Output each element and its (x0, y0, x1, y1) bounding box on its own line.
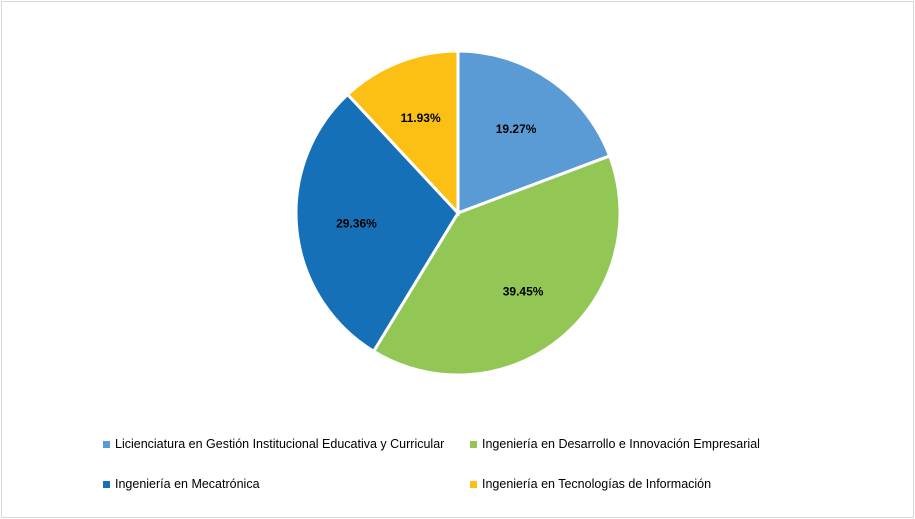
data-label: 29.36% (336, 216, 377, 230)
pie-slice (456, 49, 612, 216)
data-label: 39.45% (503, 285, 544, 299)
data-label: 19.27% (496, 122, 537, 136)
pie-slice (371, 153, 622, 377)
pie-slice (345, 49, 460, 217)
data-label: 11.93% (401, 111, 441, 125)
pie-slice (294, 92, 460, 354)
